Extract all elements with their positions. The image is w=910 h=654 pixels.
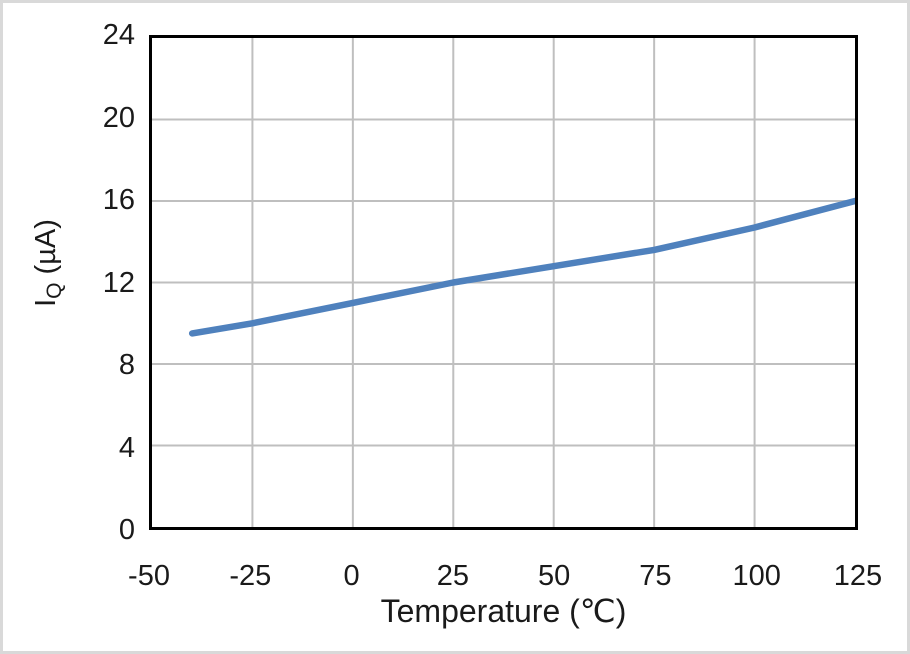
y-tick-label: 24 <box>102 19 135 51</box>
y-tick-label: 20 <box>102 101 135 134</box>
x-tick-label: -50 <box>128 560 170 592</box>
x-tick-label: -25 <box>229 560 272 592</box>
x-tick-label: 50 <box>538 560 571 592</box>
y-tick-label: 12 <box>102 266 135 299</box>
x-tick-label: 100 <box>732 560 781 592</box>
x-tick-label: 125 <box>833 560 883 592</box>
iq-series-line <box>188 197 855 337</box>
y-tick-label: 16 <box>102 184 135 216</box>
plot-area <box>149 35 858 530</box>
y-tick-label: 0 <box>118 514 135 546</box>
x-axis-title: Temperature (℃) <box>380 593 627 629</box>
x-tick-label: 0 <box>343 560 360 592</box>
y-tick-label: 4 <box>118 431 135 464</box>
plot-svg <box>152 38 855 527</box>
x-tick-label: 75 <box>639 560 672 592</box>
y-tick-label: 8 <box>118 349 135 381</box>
y-axis-title-base: I <box>30 298 62 307</box>
x-tick-label: 25 <box>436 560 469 592</box>
